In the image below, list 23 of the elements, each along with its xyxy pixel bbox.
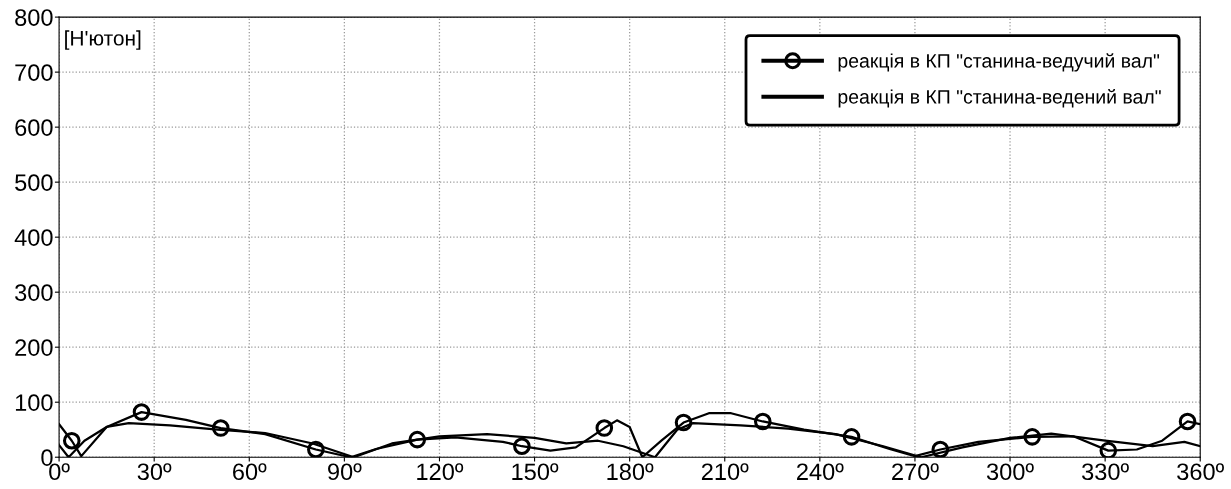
x-tick-label: 240º: [797, 463, 844, 481]
x-tick-label: 180º: [607, 463, 654, 481]
x-tick-label: 360º: [1177, 463, 1224, 481]
y-tick-label: 200: [15, 339, 53, 356]
y-tick-label: 300: [15, 284, 53, 301]
x-tick-label: 150º: [512, 463, 559, 481]
y-tick-label: 700: [15, 64, 53, 81]
x-tick-label: 210º: [701, 463, 749, 481]
y-tick-label: 400: [14, 229, 53, 246]
x-tick-label: 30º: [137, 463, 172, 481]
x-tick-label: 60º: [233, 463, 267, 481]
x-tick-label: 330º: [1082, 463, 1129, 481]
y-tick-label: 100: [15, 394, 53, 411]
x-tick-label: 90º: [328, 463, 362, 481]
y-tick-label: 500: [15, 174, 53, 191]
y-tick-label: 800: [15, 9, 53, 26]
y-tick-label: 600: [15, 119, 53, 136]
y-axis-title: [Н'ютон]: [65, 30, 141, 50]
legend-label: реакція в КП "станина-ведений вал": [838, 89, 1161, 108]
x-tick-label: 270º: [892, 463, 939, 481]
legend-label: реакція в КП "станина-ведучий вал": [838, 53, 1160, 72]
x-tick-label: 120º: [417, 463, 464, 481]
x-tick-label: 300º: [986, 463, 1034, 481]
